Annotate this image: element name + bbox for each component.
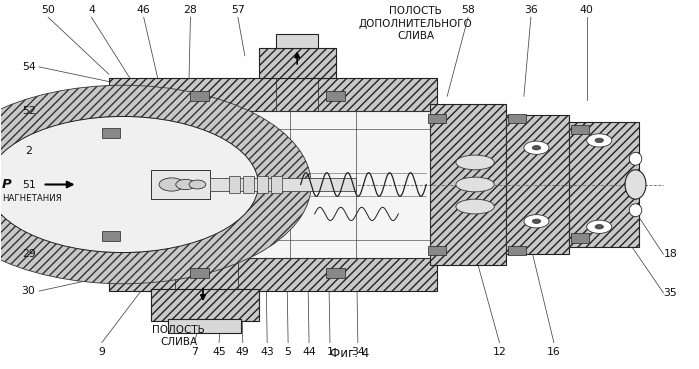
Ellipse shape: [629, 204, 642, 217]
Ellipse shape: [629, 152, 642, 165]
Bar: [168, 319, 241, 333]
Bar: [210, 178, 356, 191]
Wedge shape: [0, 85, 311, 184]
Circle shape: [524, 141, 549, 154]
Text: 9: 9: [99, 347, 106, 357]
Bar: [243, 176, 254, 193]
Text: НАГНЕТАНИЯ: НАГНЕТАНИЯ: [2, 194, 62, 203]
Bar: [326, 268, 345, 277]
Text: 18: 18: [663, 249, 677, 259]
Ellipse shape: [625, 170, 646, 199]
Text: P: P: [2, 178, 12, 191]
Text: 4: 4: [88, 5, 95, 15]
Bar: [190, 268, 208, 277]
Bar: [572, 133, 635, 236]
Text: 58: 58: [461, 5, 475, 15]
Bar: [271, 176, 282, 193]
Ellipse shape: [24, 85, 222, 284]
Text: 36: 36: [524, 5, 538, 15]
Bar: [259, 48, 336, 78]
Circle shape: [524, 215, 549, 228]
Bar: [428, 246, 446, 255]
Text: 7: 7: [192, 347, 198, 357]
Circle shape: [159, 178, 184, 191]
Circle shape: [595, 138, 603, 142]
Ellipse shape: [0, 117, 259, 252]
Text: Фиг. 4: Фиг. 4: [330, 347, 369, 360]
Text: 2: 2: [25, 146, 32, 156]
Circle shape: [189, 180, 206, 189]
Text: 54: 54: [22, 62, 36, 72]
Text: 40: 40: [579, 5, 593, 15]
Bar: [229, 176, 240, 193]
Bar: [508, 114, 526, 123]
Bar: [570, 233, 589, 242]
Text: ПОЛОСТЬ
ДОПОЛНИТЕЛЬНОГО
СЛИВА: ПОЛОСТЬ ДОПОЛНИТЕЛЬНОГО СЛИВА: [359, 6, 473, 41]
Bar: [428, 114, 446, 123]
Text: 52: 52: [22, 106, 36, 116]
Circle shape: [532, 219, 540, 224]
Bar: [109, 258, 437, 291]
Bar: [102, 231, 120, 241]
Text: 28: 28: [184, 5, 197, 15]
Wedge shape: [0, 184, 311, 284]
Bar: [276, 34, 318, 48]
Bar: [109, 78, 437, 111]
Ellipse shape: [456, 155, 494, 170]
Bar: [569, 122, 639, 247]
Bar: [151, 289, 259, 321]
Bar: [507, 115, 569, 254]
Bar: [430, 104, 507, 265]
Bar: [508, 246, 526, 255]
Ellipse shape: [456, 177, 494, 192]
Text: 16: 16: [547, 347, 561, 357]
Bar: [257, 176, 268, 193]
Circle shape: [586, 220, 612, 233]
Text: 51: 51: [22, 179, 36, 190]
Bar: [433, 118, 503, 251]
Bar: [190, 92, 208, 101]
Text: 57: 57: [231, 5, 245, 15]
Circle shape: [175, 179, 195, 190]
Bar: [102, 128, 120, 138]
Text: 43: 43: [260, 347, 274, 357]
Bar: [151, 111, 430, 258]
Text: 45: 45: [212, 347, 226, 357]
Bar: [109, 111, 151, 258]
Text: 1: 1: [326, 347, 333, 357]
Text: 50: 50: [41, 5, 55, 15]
Text: 12: 12: [493, 347, 506, 357]
Text: 44: 44: [302, 347, 316, 357]
Text: 35: 35: [663, 288, 677, 298]
Ellipse shape: [456, 199, 494, 214]
Text: 5: 5: [284, 347, 291, 357]
Circle shape: [595, 225, 603, 229]
Bar: [509, 128, 567, 241]
Bar: [326, 92, 345, 101]
Text: 30: 30: [22, 286, 36, 296]
Text: 34: 34: [351, 347, 365, 357]
Bar: [570, 125, 589, 134]
Circle shape: [532, 145, 540, 150]
Text: 29: 29: [22, 249, 36, 259]
Text: 49: 49: [236, 347, 250, 357]
Text: ПОЛОСТЬ
СЛИВА: ПОЛОСТЬ СЛИВА: [152, 325, 205, 347]
Bar: [151, 170, 210, 199]
Text: 46: 46: [137, 5, 150, 15]
Circle shape: [586, 134, 612, 147]
